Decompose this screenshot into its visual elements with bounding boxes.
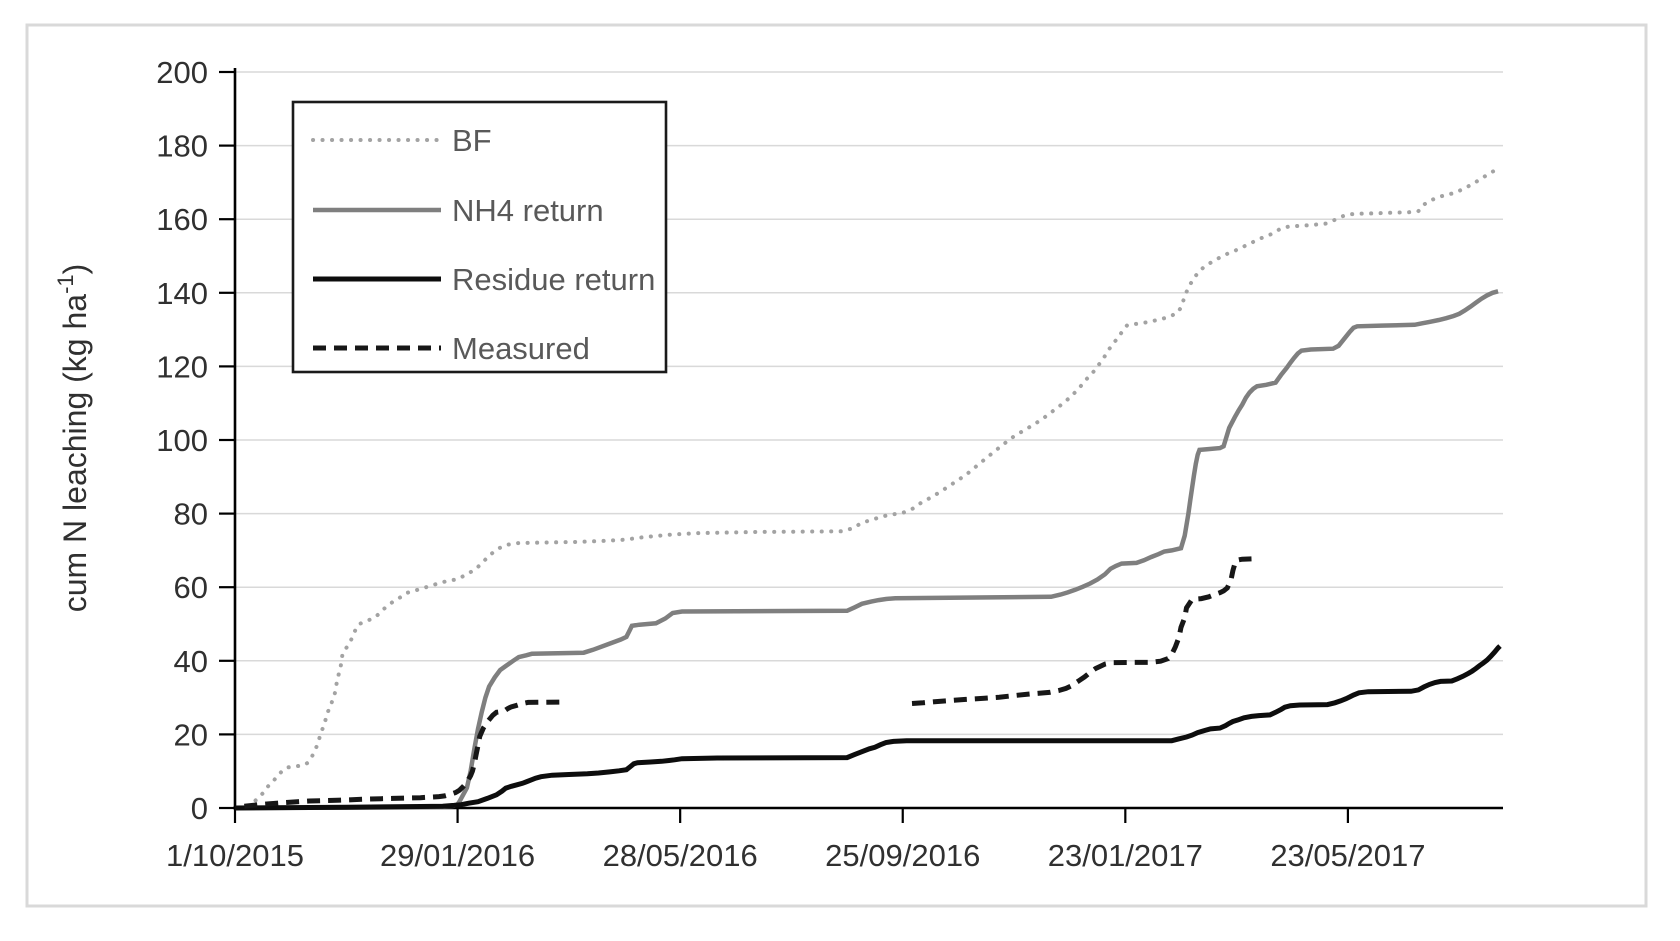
x-tick-label-1/10/2015: 1/10/2015 [166, 838, 304, 873]
legend-label-residue-return: Residue return [452, 262, 655, 297]
x-tick-label-28/05/2016: 28/05/2016 [603, 838, 758, 873]
y-tick-label-200: 200 [156, 55, 208, 90]
figure-border [25, 23, 1648, 908]
x-tick-label-29/01/2016: 29/01/2016 [380, 838, 535, 873]
legend-label-measured: Measured [452, 331, 590, 366]
y-tick-label-20: 20 [174, 717, 208, 752]
y-axis-title-close: ) [57, 264, 93, 275]
y-axis-title: cum N leaching (kg ha-1) [53, 264, 93, 613]
legend-item-measured: Measured [313, 331, 590, 366]
x-tick-label-23/05/2017: 23/05/2017 [1270, 838, 1425, 873]
legend-label-nh4-return: NH4 return [452, 193, 604, 228]
y-axis-title-superscript: -1 [53, 274, 78, 294]
series-measured-line [244, 556, 1252, 809]
legend-label-bf: BF [452, 123, 492, 158]
y-tick-label-120: 120 [156, 349, 208, 384]
legend-box [291, 100, 668, 374]
legend-item-residue-return: Residue return [313, 262, 655, 297]
series-nh4-line [234, 289, 1499, 811]
y-tick-label-140: 140 [156, 276, 208, 311]
y-tick-label-60: 60 [174, 570, 208, 605]
y-tick-label-180: 180 [156, 129, 208, 164]
series-bf-line [247, 166, 1501, 810]
chart-legend: BF NH4 return Residue return Measured [291, 100, 668, 374]
legend-item-nh4-return: NH4 return [313, 193, 604, 228]
y-tick-label-80: 80 [174, 497, 208, 532]
y-tick-label-0: 0 [191, 791, 208, 826]
tick-labels: 0 20 40 60 80 100 120 140 160 180 200 1/10/2015 29/0… [156, 55, 1425, 873]
y-tick-label-40: 40 [174, 644, 208, 679]
series-residue-line [234, 644, 1502, 811]
y-tick-label-160: 160 [156, 202, 208, 237]
series-lines [234, 166, 1502, 811]
y-tick-label-100: 100 [156, 423, 208, 458]
y-axis-title-text: cum N leaching (kg ha [57, 294, 93, 613]
x-tick-label-23/01/2017: 23/01/2017 [1048, 838, 1203, 873]
legend-item-bf: BF [311, 123, 492, 158]
x-tick-label-25/09/2016: 25/09/2016 [825, 838, 980, 873]
